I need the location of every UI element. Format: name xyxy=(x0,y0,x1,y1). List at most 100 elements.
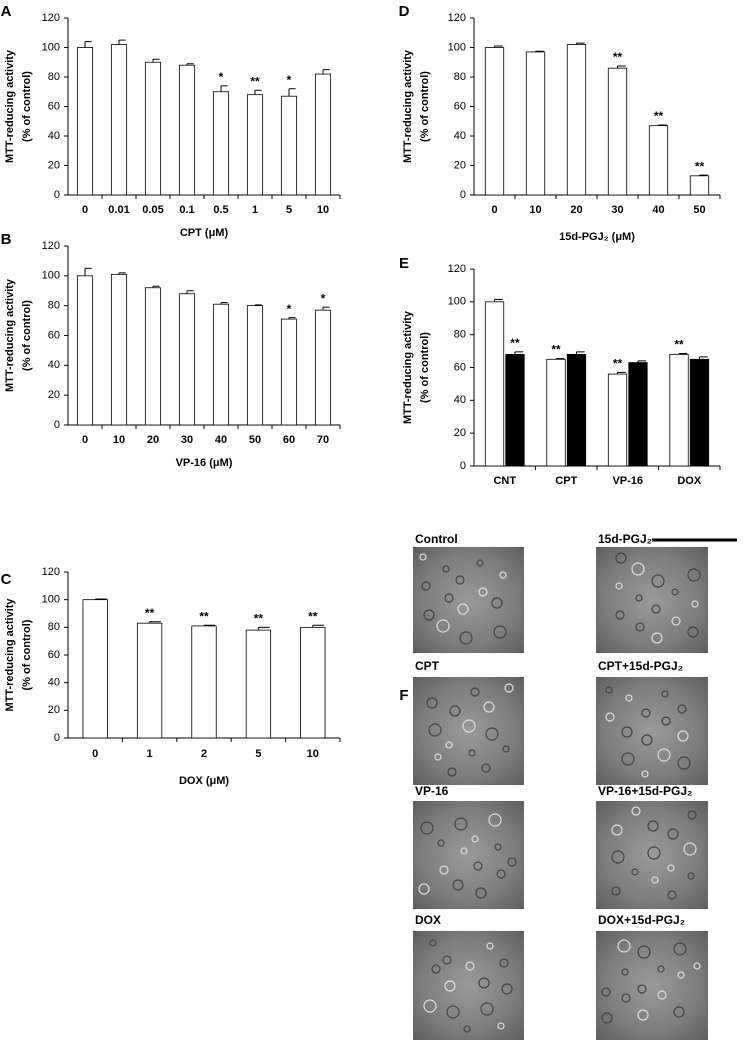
y-tick-label: 120 xyxy=(448,12,466,24)
cell xyxy=(444,593,454,603)
cell xyxy=(691,600,699,608)
error-bar xyxy=(254,304,262,306)
y-tick-label: 80 xyxy=(48,300,60,312)
cell xyxy=(445,741,453,749)
error-bar xyxy=(322,69,330,75)
error-bar xyxy=(84,41,92,48)
bar xyxy=(628,362,648,467)
y-axis-label: MTT-reducing activity xyxy=(4,49,16,163)
y-tick-label: 20 xyxy=(48,389,60,401)
cell xyxy=(615,552,627,564)
y-axis-label: (% of control) xyxy=(419,71,431,142)
x-tick-label: 0.05 xyxy=(142,204,163,216)
cell xyxy=(667,890,677,900)
cell xyxy=(667,828,679,840)
cell xyxy=(499,571,507,579)
cell xyxy=(617,939,631,953)
cell xyxy=(677,756,691,770)
image-label: VP-16 xyxy=(415,784,449,798)
micrograph xyxy=(413,677,524,785)
panel-label: B xyxy=(1,231,12,248)
significance-label: ** xyxy=(654,109,664,123)
cell xyxy=(454,817,468,831)
y-axis-label: (% of control) xyxy=(21,300,33,371)
x-tick-label: 5 xyxy=(286,204,292,216)
cell xyxy=(677,971,685,979)
cell xyxy=(667,864,675,872)
cell xyxy=(439,865,449,875)
cell xyxy=(499,958,509,968)
cell xyxy=(651,632,663,644)
error-bar xyxy=(514,351,524,355)
y-tick-label: 0 xyxy=(54,189,60,201)
cell xyxy=(615,610,625,620)
image-label: DOX+15d-PGJ₂ xyxy=(598,913,685,927)
cell xyxy=(460,847,468,855)
cell xyxy=(677,730,689,742)
cell xyxy=(601,1012,613,1024)
cell xyxy=(471,835,479,843)
error-bar xyxy=(322,306,330,311)
error-bar xyxy=(203,624,216,626)
cell xyxy=(447,767,457,777)
y-tick-label: 80 xyxy=(48,71,60,83)
cell xyxy=(468,749,476,757)
x-tick-label: 30 xyxy=(181,434,193,446)
cell xyxy=(478,977,490,989)
bar xyxy=(525,51,546,196)
y-tick-label: 80 xyxy=(454,329,466,341)
y-tick-label: 60 xyxy=(454,100,466,112)
cell xyxy=(442,565,450,573)
error-bar xyxy=(118,272,126,275)
error-bar xyxy=(535,50,544,52)
cell xyxy=(497,1022,505,1030)
cell xyxy=(673,1006,685,1018)
significance-label: * xyxy=(219,70,224,84)
cell xyxy=(473,861,483,871)
error-bar xyxy=(288,317,296,320)
y-tick-label: 120 xyxy=(42,240,60,252)
bar xyxy=(280,318,298,426)
error-bar xyxy=(186,63,194,66)
cell xyxy=(611,824,623,836)
panel-label: A xyxy=(1,3,12,20)
cell xyxy=(436,619,450,633)
x-tick-label: 50 xyxy=(693,204,705,216)
cell xyxy=(493,625,507,639)
y-tick-label: 100 xyxy=(42,41,60,53)
y-tick-label: 60 xyxy=(48,100,60,112)
y-tick-label: 60 xyxy=(48,649,60,661)
cell xyxy=(641,708,651,718)
error-bar xyxy=(678,353,688,355)
bar xyxy=(505,353,525,467)
y-tick-label: 40 xyxy=(454,394,466,406)
cell xyxy=(651,876,659,884)
x-tick-label: 0.1 xyxy=(179,204,194,216)
cell xyxy=(677,704,687,714)
x-tick-label: 40 xyxy=(652,204,664,216)
bar xyxy=(246,305,264,426)
y-tick-label: 120 xyxy=(42,12,60,24)
error-bar xyxy=(220,85,228,92)
error-bar xyxy=(698,356,708,360)
error-bar xyxy=(494,45,503,48)
cell xyxy=(485,727,499,741)
x-tick-label: 10 xyxy=(529,204,541,216)
x-tick-label: 0.5 xyxy=(213,204,228,216)
cell xyxy=(457,603,469,615)
y-tick-label: 0 xyxy=(54,732,60,744)
bar xyxy=(689,358,710,467)
cell xyxy=(502,745,510,753)
x-tick-label: 10 xyxy=(307,748,319,760)
x-axis-label: VP-16 (μM) xyxy=(176,457,233,469)
bar xyxy=(110,44,128,196)
bar xyxy=(191,625,217,739)
y-tick-label: 80 xyxy=(48,621,60,633)
y-tick-label: 60 xyxy=(454,361,466,373)
x-tick-label: 10 xyxy=(317,204,329,216)
y-tick-label: 100 xyxy=(42,594,60,606)
cell xyxy=(449,705,461,717)
y-axis-label: MTT-reducing activity xyxy=(4,278,16,392)
cell xyxy=(418,883,430,895)
cell xyxy=(631,562,645,576)
